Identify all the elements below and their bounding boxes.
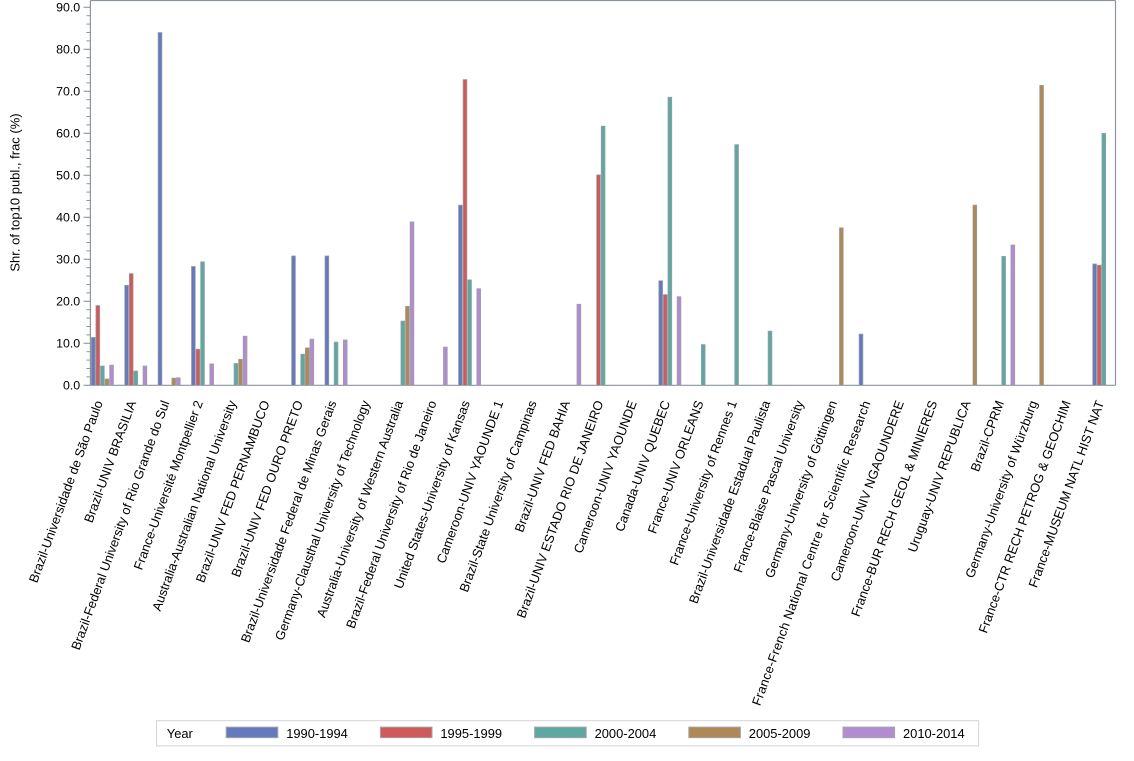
svg-text:20.0: 20.0 [56, 295, 80, 309]
svg-text:Year: Year [167, 726, 194, 741]
svg-text:0.0: 0.0 [63, 379, 80, 393]
svg-text:70.0: 70.0 [56, 85, 80, 99]
svg-text:80.0: 80.0 [56, 43, 80, 57]
svg-text:Shr. of top10 publ., frac (%): Shr. of top10 publ., frac (%) [7, 113, 22, 271]
svg-text:30.0: 30.0 [56, 253, 80, 267]
svg-text:2005-2009: 2005-2009 [749, 726, 811, 741]
svg-text:50.0: 50.0 [56, 169, 80, 183]
svg-text:60.0: 60.0 [56, 127, 80, 141]
svg-text:2000-2004: 2000-2004 [595, 726, 657, 741]
svg-text:1990-1994: 1990-1994 [286, 726, 348, 741]
svg-text:10.0: 10.0 [56, 337, 80, 351]
svg-text:90.0: 90.0 [56, 1, 80, 15]
svg-text:1995-1999: 1995-1999 [440, 726, 502, 741]
svg-text:40.0: 40.0 [56, 211, 80, 225]
svg-text:2010-2014: 2010-2014 [903, 726, 965, 741]
